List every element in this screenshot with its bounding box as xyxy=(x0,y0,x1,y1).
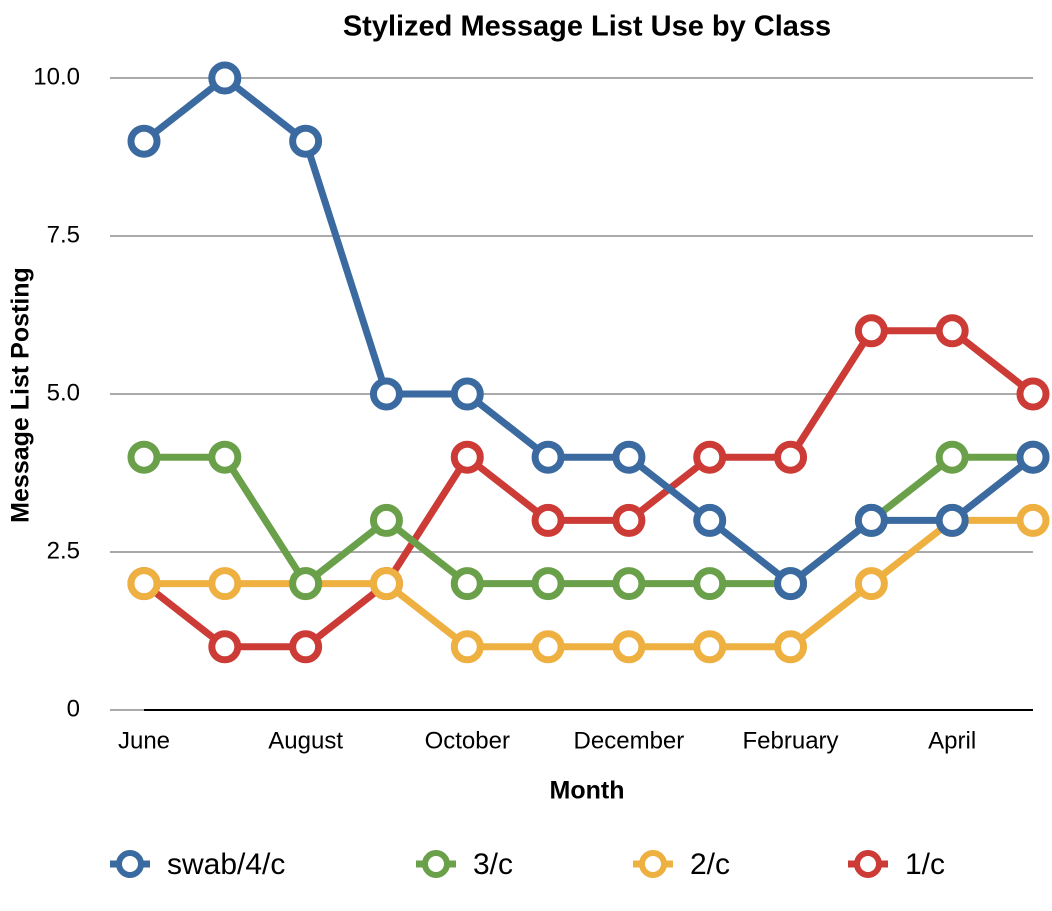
x-tick-label: October xyxy=(425,727,510,754)
legend-marker xyxy=(639,850,667,878)
y-tick-label: 10.0 xyxy=(33,63,80,90)
marker xyxy=(1016,377,1050,411)
marker xyxy=(935,440,969,474)
legend-label: 1/c xyxy=(905,848,945,881)
marker xyxy=(208,61,242,95)
legend-marker xyxy=(116,850,144,878)
y-tick-label: 0 xyxy=(67,695,80,722)
x-axis-label: Month xyxy=(550,777,625,805)
marker xyxy=(612,440,646,474)
marker xyxy=(369,503,403,537)
y-axis-label: Message List Posting xyxy=(7,267,35,523)
marker xyxy=(531,567,565,601)
marker xyxy=(127,124,161,158)
x-tick-label: August xyxy=(268,727,343,754)
series xyxy=(127,61,1050,601)
marker xyxy=(854,567,888,601)
marker xyxy=(531,630,565,664)
marker xyxy=(208,630,242,664)
line xyxy=(144,453,1033,588)
legend-label: 2/c xyxy=(690,848,730,881)
legend-marker xyxy=(422,850,450,878)
x-tick-label: June xyxy=(118,727,170,754)
marker xyxy=(693,630,727,664)
marker xyxy=(531,503,565,537)
marker xyxy=(693,440,727,474)
y-tick-label: 7.5 xyxy=(47,221,80,248)
marker xyxy=(369,377,403,411)
marker xyxy=(531,440,565,474)
legend-marker xyxy=(854,850,882,878)
marker xyxy=(1016,503,1050,537)
marker xyxy=(612,567,646,601)
marker xyxy=(774,630,808,664)
marker xyxy=(854,314,888,348)
x-tick-label: April xyxy=(928,727,976,754)
legend-label: swab/4/c xyxy=(167,848,285,881)
marker xyxy=(774,440,808,474)
line xyxy=(141,327,1036,651)
marker xyxy=(450,440,484,474)
chart-title: Stylized Message List Use by Class xyxy=(343,11,831,43)
marker xyxy=(127,567,161,601)
marker xyxy=(208,567,242,601)
marker xyxy=(450,567,484,601)
marker xyxy=(369,567,403,601)
y-tick-label: 5.0 xyxy=(47,379,80,406)
marker xyxy=(693,503,727,537)
marker xyxy=(854,503,888,537)
marker xyxy=(289,124,323,158)
marker xyxy=(774,567,808,601)
marker xyxy=(127,440,161,474)
marker xyxy=(450,377,484,411)
marker xyxy=(1016,440,1050,474)
series xyxy=(127,314,1050,664)
x-tick-label: December xyxy=(574,727,685,754)
marker xyxy=(289,567,323,601)
marker xyxy=(935,314,969,348)
marker xyxy=(450,630,484,664)
marker xyxy=(612,503,646,537)
y-tick-label: 2.5 xyxy=(47,537,80,564)
marker xyxy=(208,440,242,474)
marker xyxy=(612,630,646,664)
legend-label: 3/c xyxy=(473,848,513,881)
marker xyxy=(935,503,969,537)
marker xyxy=(289,630,323,664)
x-tick-label: February xyxy=(743,727,839,754)
marker xyxy=(693,567,727,601)
